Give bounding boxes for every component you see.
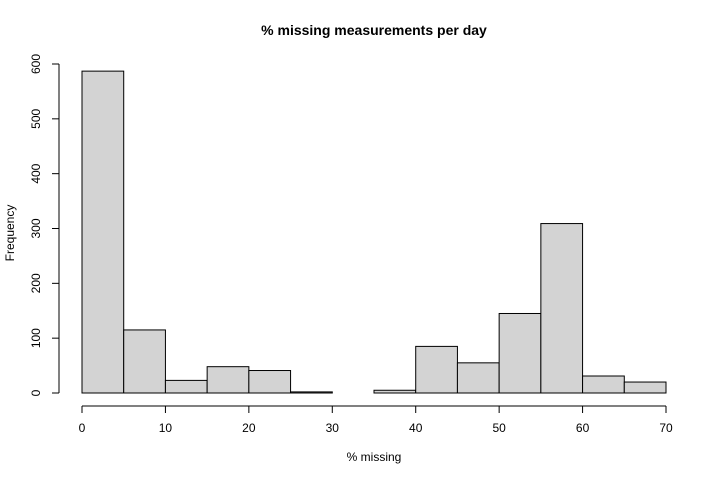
histogram-bar [123,329,166,394]
y-tick-label: 0 [29,389,43,396]
x-axis-label: % missing [347,450,402,464]
histogram-bar [164,379,208,394]
bars-group [81,70,667,394]
y-tick-label: 100 [29,328,43,348]
histogram-bar [206,366,250,394]
histogram-bar [456,362,500,394]
y-tick-label: 300 [29,218,43,238]
histogram-bar [540,223,584,394]
y-tick-label: 500 [29,109,43,129]
y-tick-label: 400 [29,163,43,183]
y-axis-label: Frequency [3,205,17,262]
histogram-bar [373,389,417,394]
y-tick-label: 600 [29,54,43,74]
x-tick-label: 70 [659,421,673,435]
histogram-bar [248,370,292,394]
y-tick-label: 200 [29,273,43,293]
x-axis: 0 10 20 30 40 50 60 70 [79,405,673,435]
histogram-bar [81,70,125,394]
x-tick-label: 10 [159,421,173,435]
x-tick-label: 50 [492,421,506,435]
x-tick-label: 60 [576,421,590,435]
y-axis: 0 100 200 300 400 500 600 [29,54,60,396]
x-tick-label: 0 [79,421,86,435]
histogram-bar [290,391,333,394]
x-tick-label: 30 [326,421,340,435]
chart-title: % missing measurements per day [261,22,487,38]
histogram-bar [582,375,625,394]
histogram-bar [415,345,458,394]
x-tick-label: 40 [409,421,423,435]
x-tick-label: 20 [242,421,256,435]
histogram-bar [498,312,542,394]
histogram-bar [623,381,667,394]
